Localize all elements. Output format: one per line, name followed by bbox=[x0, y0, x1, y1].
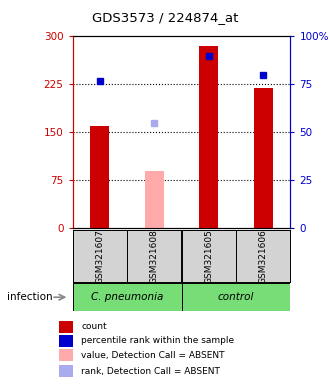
Text: GSM321606: GSM321606 bbox=[259, 229, 268, 284]
Bar bbox=[182, 230, 236, 282]
Text: count: count bbox=[81, 322, 107, 331]
Bar bbox=[59, 365, 73, 377]
Bar bbox=[59, 335, 73, 347]
Bar bbox=[59, 321, 73, 333]
Text: value, Detection Call = ABSENT: value, Detection Call = ABSENT bbox=[81, 351, 225, 360]
Bar bbox=[59, 349, 73, 361]
Bar bbox=[73, 230, 127, 282]
Bar bbox=[199, 46, 218, 228]
Bar bbox=[236, 230, 290, 282]
Text: percentile rank within the sample: percentile rank within the sample bbox=[81, 336, 235, 346]
Text: GSM321608: GSM321608 bbox=[150, 229, 159, 284]
Bar bbox=[254, 88, 273, 228]
Text: GDS3573 / 224874_at: GDS3573 / 224874_at bbox=[92, 12, 238, 25]
Bar bbox=[73, 283, 182, 311]
Bar bbox=[90, 126, 109, 228]
Text: GSM321607: GSM321607 bbox=[95, 229, 104, 284]
Bar bbox=[182, 283, 290, 311]
Text: GSM321605: GSM321605 bbox=[204, 229, 213, 284]
Text: rank, Detection Call = ABSENT: rank, Detection Call = ABSENT bbox=[81, 366, 220, 376]
Text: control: control bbox=[218, 292, 254, 302]
Text: C. pneumonia: C. pneumonia bbox=[91, 292, 163, 302]
Text: infection: infection bbox=[7, 292, 52, 302]
Bar bbox=[127, 230, 182, 282]
Bar bbox=[145, 171, 164, 228]
